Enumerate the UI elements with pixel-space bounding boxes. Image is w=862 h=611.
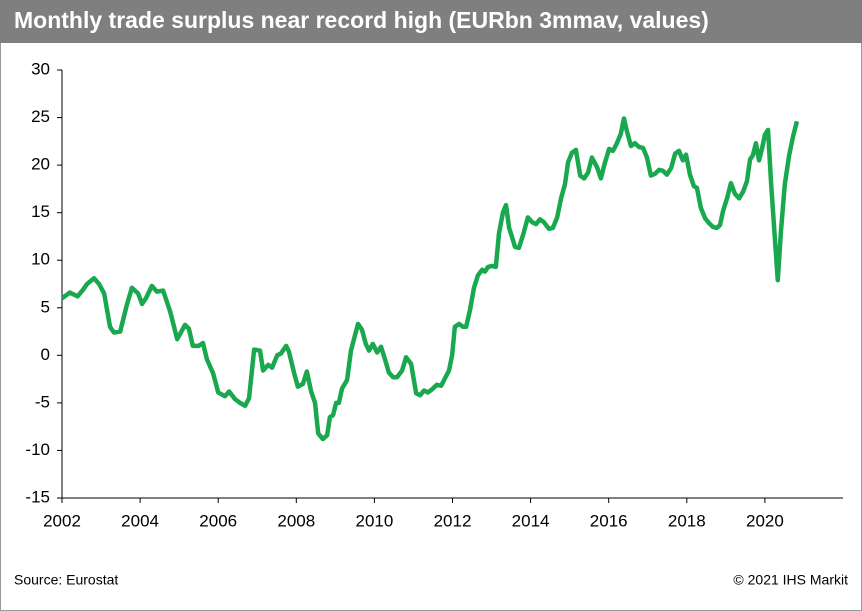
y-tick-label: 0 (41, 345, 50, 364)
x-tick-label: 2006 (199, 511, 237, 530)
data-line (60, 116, 800, 442)
y-tick-label: 25 (31, 107, 50, 126)
x-tick-label: 2020 (746, 511, 784, 530)
x-tick-label: 2010 (355, 511, 393, 530)
y-tick-label: 5 (41, 297, 50, 316)
x-tick-label: 2004 (121, 511, 159, 530)
chart-title: Monthly trade surplus near record high (… (14, 7, 709, 33)
y-tick-label: -10 (25, 440, 50, 459)
x-tick-label: 2002 (43, 511, 81, 530)
x-tick-label: 2014 (512, 511, 550, 530)
y-tick-label: 30 (31, 59, 50, 78)
x-tick-label: 2012 (434, 511, 472, 530)
y-tick-label: -5 (35, 392, 50, 411)
y-tick-label: -15 (25, 487, 50, 506)
x-tick-label: 2016 (590, 511, 628, 530)
x-tick-label: 2018 (668, 511, 706, 530)
y-tick-label: 10 (31, 250, 50, 269)
x-tick-label: 2008 (277, 511, 315, 530)
title-bar (0, 0, 862, 43)
y-tick-label: 15 (31, 202, 50, 221)
y-tick-label: 20 (31, 155, 50, 174)
source: Source: Eurostat (14, 572, 118, 588)
credit: © 2021 IHS Markit (733, 572, 848, 588)
